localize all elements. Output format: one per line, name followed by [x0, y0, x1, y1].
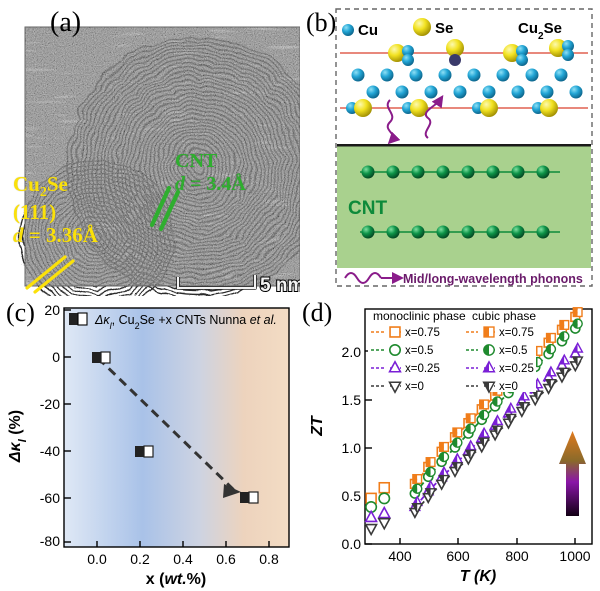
svg-text:0.6: 0.6	[216, 551, 236, 567]
svg-text:1000: 1000	[559, 548, 590, 564]
svg-text:0: 0	[52, 349, 60, 365]
svg-text:x=0.5: x=0.5	[499, 345, 527, 357]
svg-text:0.0: 0.0	[87, 551, 107, 567]
svg-text:1.0: 1.0	[342, 440, 362, 456]
svg-text:x (wt.%): x (wt.%)	[146, 571, 206, 588]
svg-text:x=0.75: x=0.75	[499, 327, 534, 339]
svg-text:Mid/long-wavelength phonons: Mid/long-wavelength phonons	[403, 272, 583, 286]
svg-text:Cu: Cu	[358, 22, 378, 39]
svg-text:0.0: 0.0	[342, 536, 362, 552]
svg-text:-40: -40	[40, 443, 60, 459]
svg-text:monoclinic phase: monoclinic phase	[373, 309, 466, 323]
svg-text:800: 800	[505, 548, 529, 564]
svg-text:T (K): T (K)	[460, 568, 496, 585]
svg-text:2.0: 2.0	[342, 344, 362, 360]
svg-text:0.2: 0.2	[130, 551, 150, 567]
svg-text:x=0.25: x=0.25	[405, 363, 440, 375]
svg-text:400: 400	[388, 548, 412, 564]
svg-text:x=0.25: x=0.25	[499, 363, 534, 375]
svg-text:ZT: ZT	[309, 415, 326, 437]
svg-text:0.8: 0.8	[259, 551, 279, 567]
svg-text:x=0.75: x=0.75	[405, 327, 440, 339]
svg-text:CNT: CNT	[348, 198, 387, 219]
svg-text:5 nm: 5 nm	[260, 275, 300, 296]
svg-text:20: 20	[44, 302, 60, 318]
svg-text:1.5: 1.5	[342, 392, 362, 408]
svg-text:-20: -20	[40, 396, 60, 412]
svg-text:600: 600	[446, 548, 470, 564]
svg-text:x=0: x=0	[499, 381, 518, 393]
svg-text:Δκl (%): Δκl (%)	[7, 410, 29, 463]
svg-text:Cu2Se: Cu2Se	[518, 20, 562, 42]
svg-text:0.4: 0.4	[173, 551, 193, 567]
svg-text:x=0.5: x=0.5	[405, 345, 433, 357]
svg-text:-60: -60	[40, 490, 60, 506]
svg-text:x=0: x=0	[405, 381, 424, 393]
svg-text:Se: Se	[435, 20, 453, 37]
svg-text:-80: -80	[40, 533, 60, 549]
svg-text:0.5: 0.5	[342, 488, 362, 504]
svg-text:cubic phase: cubic phase	[472, 309, 536, 323]
